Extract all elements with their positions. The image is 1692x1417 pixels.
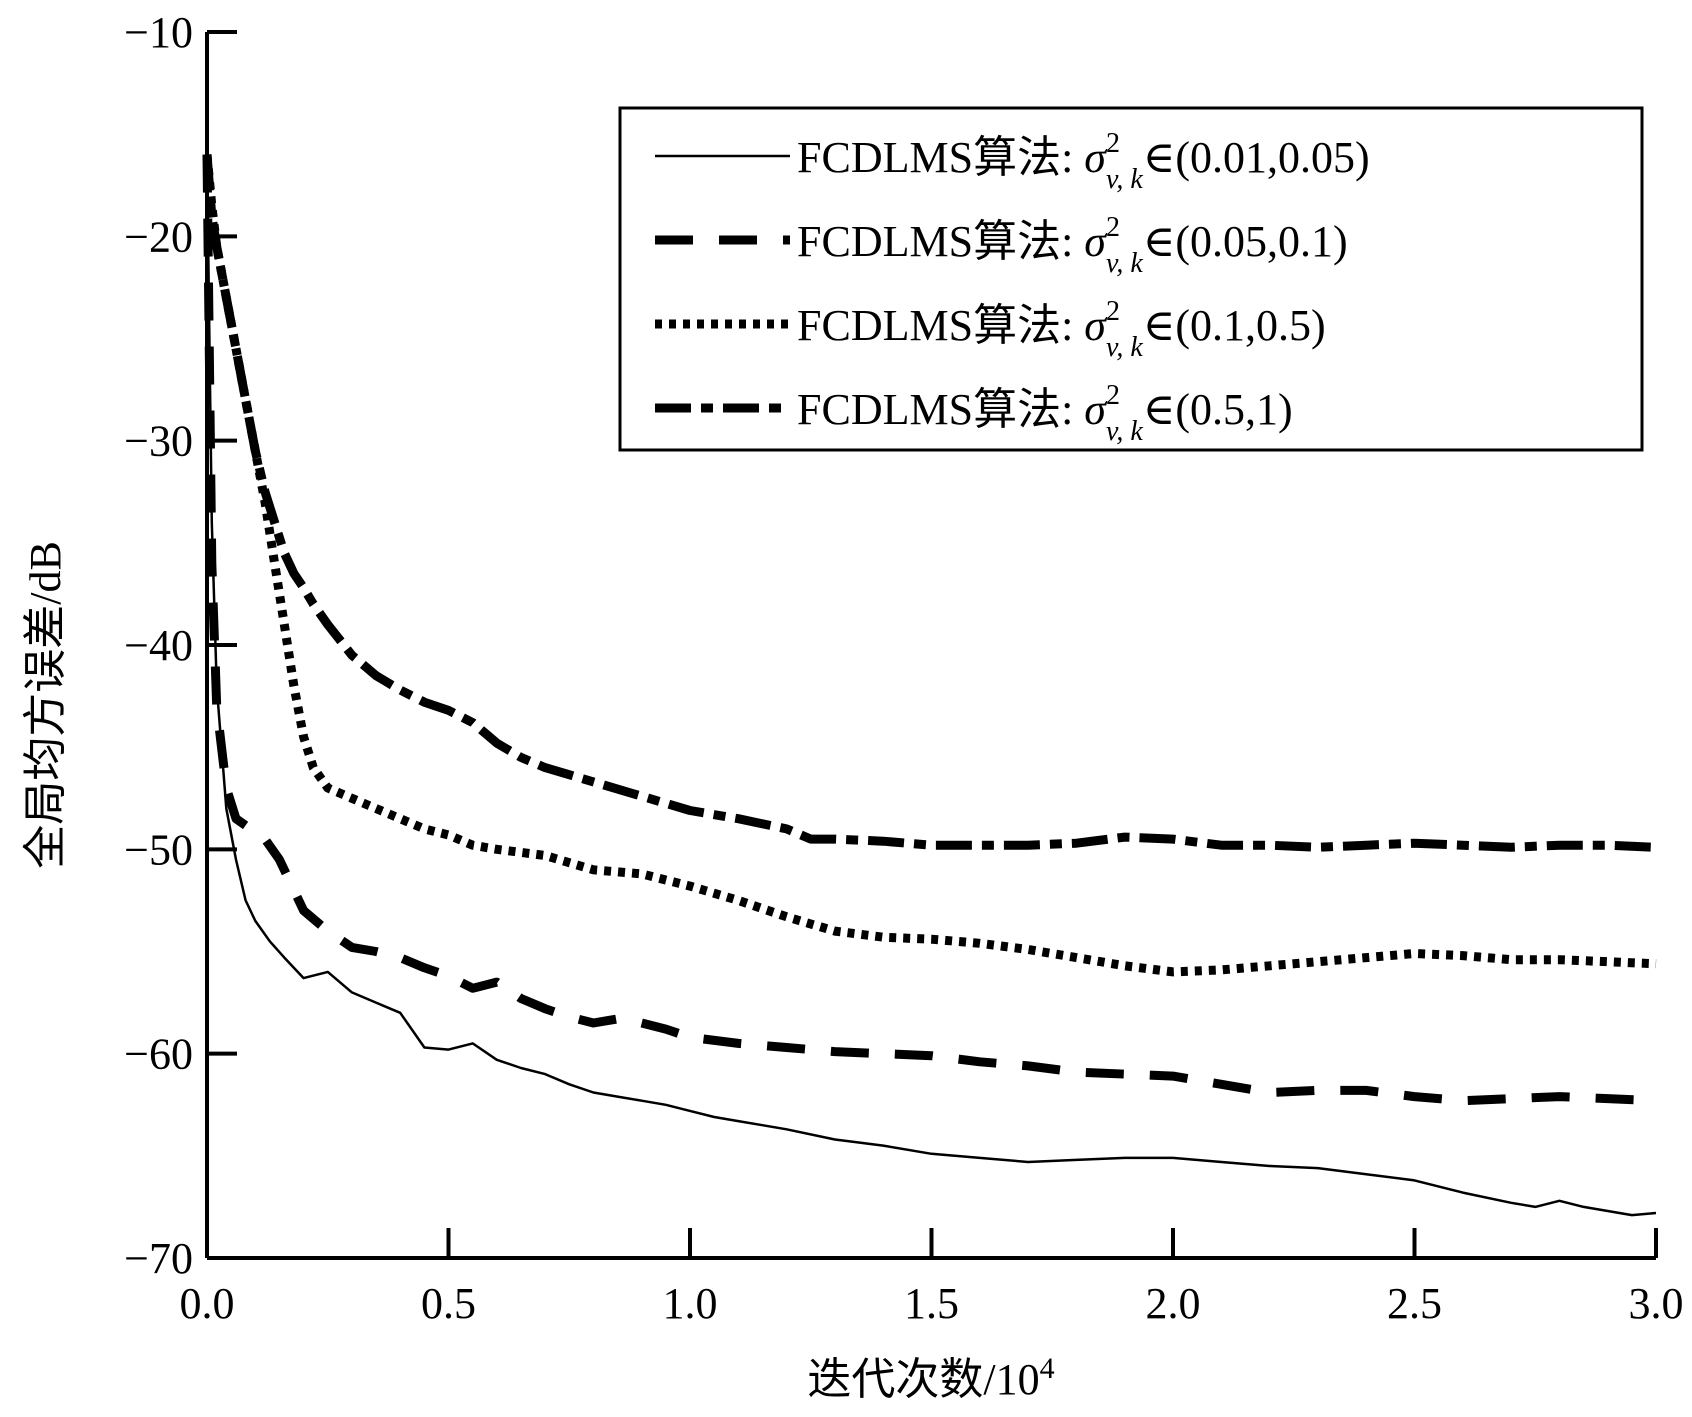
legend-sigma-symbol: σ xyxy=(1084,217,1108,266)
y-tick-label: −40 xyxy=(124,621,193,670)
legend-sigma-superscript: 2 xyxy=(1106,380,1120,411)
series-group xyxy=(202,154,1657,1217)
legend-sigma-symbol: σ xyxy=(1084,301,1108,350)
legend-label-range: ∈(0.1,0.5) xyxy=(1143,301,1326,350)
y-tick-label: −70 xyxy=(124,1234,193,1283)
legend-label-prefix: FCDLMS算法: xyxy=(797,301,1084,350)
series-line-1 xyxy=(205,154,1657,1217)
legend-sigma-subscript: v, k xyxy=(1106,248,1143,279)
legend-sigma-subscript: v, k xyxy=(1106,332,1143,363)
x-tick-label: 2.5 xyxy=(1387,1279,1442,1328)
legend-label-prefix: FCDLMS算法: xyxy=(797,217,1084,266)
legend-sigma-symbol: σ xyxy=(1084,133,1108,182)
series-line-3 xyxy=(202,154,1657,977)
legend-sigma-subscript: v, k xyxy=(1106,164,1143,195)
y-ticks: −10 −20 −30 −40 −50 −60 −70 xyxy=(124,8,237,1283)
y-tick-label: −10 xyxy=(124,8,193,57)
y-tick-label: −50 xyxy=(124,825,193,874)
legend-label-range: ∈(0.01,0.05) xyxy=(1143,133,1370,182)
legend-label-range: ∈(0.05,0.1) xyxy=(1143,217,1348,266)
y-tick-label: −20 xyxy=(124,212,193,261)
legend-label-1: FCDLMS算法: σ2 v, k∈(0.01,0.05) xyxy=(797,128,1370,195)
x-tick-label: 0.5 xyxy=(421,1279,476,1328)
legend-label-prefix: FCDLMS算法: xyxy=(797,133,1084,182)
legend-label-4: FCDLMS算法: σ2 v, k∈(0.5,1) xyxy=(797,380,1293,447)
x-axis-label-exponent: 4 xyxy=(1040,1352,1055,1385)
x-tick-label: 2.0 xyxy=(1146,1279,1201,1328)
x-tick-label: 1.0 xyxy=(663,1279,718,1328)
x-tick-label: 3.0 xyxy=(1629,1279,1684,1328)
legend-sigma-subscript: v, k xyxy=(1106,416,1143,447)
y-axis-label: 全局均方误差/dB xyxy=(21,541,70,869)
series-line-4 xyxy=(202,154,1657,852)
legend-label-prefix: FCDLMS算法: xyxy=(797,385,1084,434)
x-axis-label: 迭代次数/104 xyxy=(807,1352,1054,1404)
legend-sigma-superscript: 2 xyxy=(1106,128,1120,159)
legend-sigma-superscript: 2 xyxy=(1106,212,1120,243)
legend-box xyxy=(618,106,1644,452)
legend-sigma-superscript: 2 xyxy=(1106,296,1120,327)
legend-sigma-symbol: σ xyxy=(1084,385,1108,434)
legend-label-range: ∈(0.5,1) xyxy=(1143,385,1293,434)
y-tick-label: −60 xyxy=(124,1030,193,1079)
x-tick-label: 0.0 xyxy=(180,1279,235,1328)
y-tick-label: −30 xyxy=(124,417,193,466)
legend-label-2: FCDLMS算法: σ2 v, k∈(0.05,0.1) xyxy=(797,212,1348,279)
x-ticks: 0.0 0.5 1.0 1.5 2.0 2.5 3.0 xyxy=(180,1228,1684,1328)
series-line-2 xyxy=(202,154,1657,1106)
x-tick-label: 1.5 xyxy=(904,1279,959,1328)
x-axis-label-text: 迭代次数/10 xyxy=(807,1355,1039,1404)
legend-label-3: FCDLMS算法: σ2 v, k∈(0.1,0.5) xyxy=(797,296,1326,363)
legend: FCDLMS算法: σ2 v, k∈(0.01,0.05)FCDLMS算法: σ2… xyxy=(618,106,1644,452)
